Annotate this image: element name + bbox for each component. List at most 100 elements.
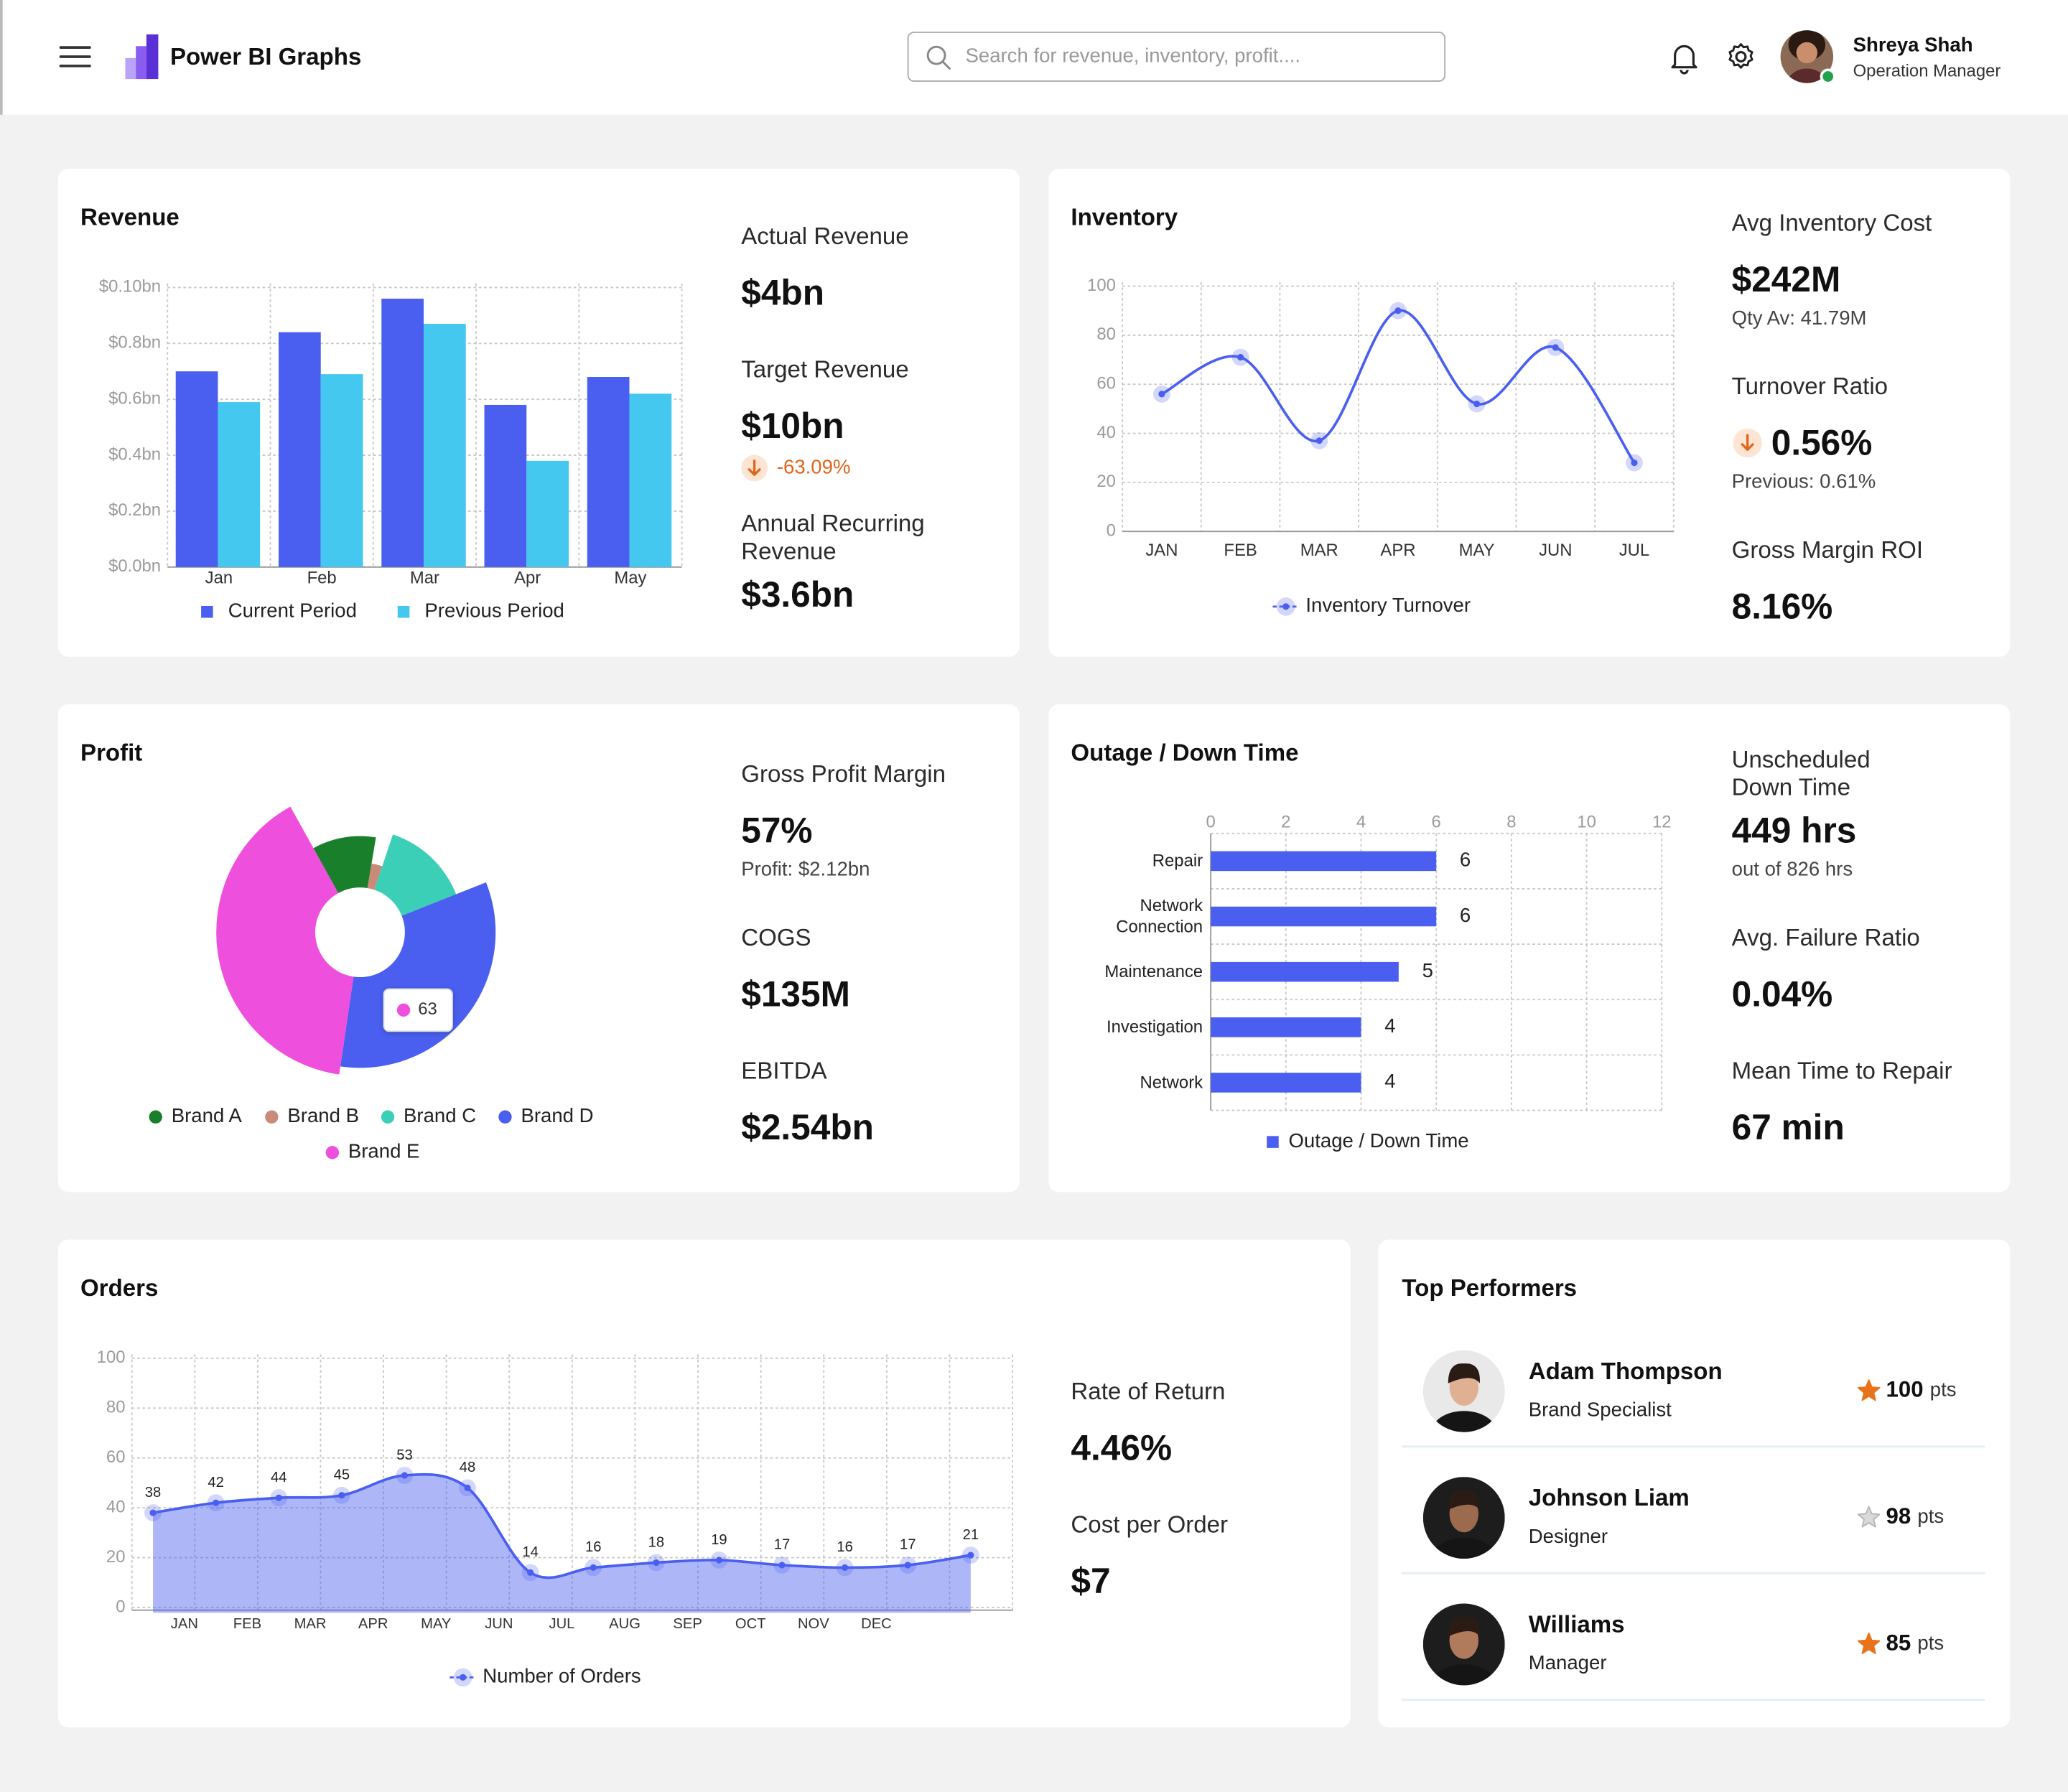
legend-marker (265, 1110, 279, 1124)
point (275, 1494, 282, 1501)
data-label: 6 (1460, 904, 1471, 926)
y-tick-label: 20 (1096, 472, 1116, 491)
data-label: 16 (837, 1539, 852, 1555)
data-label: 4 (1384, 1070, 1395, 1092)
avatar-hair (1448, 1363, 1480, 1383)
y-tick-label: Network Connection (1116, 895, 1203, 937)
bar (526, 460, 569, 567)
panel-title: Top Performers (1402, 1275, 1577, 1302)
kpi-label: Turnover Ratio (1731, 373, 1888, 400)
search-icon (926, 45, 951, 70)
y-tick-label: 0 (1107, 521, 1116, 541)
kpi-value: 57% (741, 811, 813, 851)
points-value: 100 (1886, 1377, 1924, 1402)
x-tick-label: May (614, 569, 646, 588)
chart-title: Inventory (1071, 205, 1178, 231)
pie-slice (374, 834, 457, 916)
pie-slice (216, 806, 354, 1075)
orders-card (57, 1239, 1351, 1728)
y-tick-label: 20 (106, 1547, 126, 1567)
avatar-body (1432, 1537, 1496, 1559)
user-name: Shreya Shah (1853, 34, 1973, 57)
trend-down-icon (741, 454, 768, 482)
x-tick-label: 6 (1432, 812, 1441, 831)
point (401, 1472, 409, 1479)
x-tick-label: SEP (673, 1616, 702, 1632)
y-tick-label: 40 (106, 1497, 126, 1516)
point (1631, 459, 1638, 467)
search-box[interactable]: Search for revenue, inventory, profit...… (907, 32, 1446, 82)
kpi-value: $242M (1731, 259, 1841, 299)
bar (629, 393, 672, 567)
legend-label: Current Period (228, 599, 357, 622)
person-role: Designer (1529, 1525, 1608, 1547)
data-label: 48 (460, 1460, 475, 1475)
avatar-body (1432, 1663, 1496, 1686)
kpi-label: Avg. Failure Ratio (1731, 924, 1920, 951)
points: 85 pts (1886, 1630, 1944, 1656)
data-label: 19 (711, 1532, 727, 1548)
point (715, 1557, 723, 1564)
data-label: 45 (334, 1467, 350, 1483)
settings-button[interactable] (1725, 41, 1756, 73)
x-tick-label: JUL (549, 1616, 574, 1632)
menu-button[interactable] (58, 42, 93, 71)
y-tick-label: Maintenance (1104, 961, 1203, 981)
point (778, 1562, 786, 1569)
y-tick-label: Repair (1152, 850, 1203, 871)
data-label: 5 (1422, 959, 1433, 981)
legend-label: Brand C (404, 1104, 476, 1126)
user-avatar[interactable] (1779, 29, 1840, 87)
x-tick-label: FEB (233, 1616, 261, 1632)
point (1158, 391, 1165, 398)
point (842, 1564, 849, 1572)
kpi-value: 449 hrs (1731, 811, 1857, 851)
y-tick-label: 60 (106, 1447, 126, 1467)
x-tick-label: 4 (1356, 812, 1366, 831)
kpi-label: COGS (741, 924, 811, 951)
point (464, 1484, 471, 1491)
kpi-value: $7 (1071, 1561, 1111, 1601)
person-name: Johnson Liam (1529, 1485, 1690, 1511)
x-tick-label: MAR (1300, 541, 1338, 560)
bar (1211, 1017, 1361, 1037)
x-tick-label: Jan (205, 569, 233, 588)
y-tick-label: $0.10bn (99, 277, 161, 297)
y-label-box: Repair (1152, 850, 1203, 871)
data-label: 16 (585, 1539, 601, 1555)
x-tick-label: Feb (307, 569, 337, 588)
bar (1211, 961, 1399, 982)
kpi-label: EBITDA (741, 1058, 827, 1084)
notifications-button[interactable] (1668, 41, 1700, 75)
legend-label: Inventory Turnover (1305, 594, 1471, 616)
legend-swatch (1267, 1136, 1279, 1148)
legend-label: Brand E (348, 1140, 420, 1162)
legend-label: Outage / Down Time (1288, 1129, 1468, 1152)
kpi-label: Gross Profit Margin (741, 760, 946, 788)
star (1857, 1632, 1881, 1654)
x-tick-label: FEB (1224, 541, 1257, 560)
bar (587, 377, 630, 567)
points: 98 pts (1886, 1503, 1944, 1529)
kpi-value: 0.04% (1731, 974, 1833, 1014)
data-label: 18 (648, 1534, 664, 1550)
person-name: Williams (1529, 1611, 1625, 1638)
avatar (1422, 1477, 1505, 1559)
x-tick-label: JAN (171, 1616, 198, 1632)
point (1473, 400, 1481, 408)
user-role: Operation Manager (1853, 60, 2001, 81)
legend-label: Brand A (172, 1104, 243, 1126)
kpi-label: Actual Revenue (741, 223, 909, 250)
x-tick-label: JUL (1619, 541, 1649, 560)
data-label: 21 (963, 1527, 979, 1543)
data-label: 4 (1384, 1014, 1395, 1037)
legend-marker (149, 1110, 162, 1124)
y-label-box: Investigation (1107, 1017, 1203, 1037)
data-label: 44 (271, 1470, 287, 1485)
data-label: 17 (900, 1537, 916, 1553)
line (152, 1473, 972, 1579)
kpi-value: 4.46% (1071, 1428, 1173, 1468)
x-tick-label: 12 (1652, 812, 1672, 831)
